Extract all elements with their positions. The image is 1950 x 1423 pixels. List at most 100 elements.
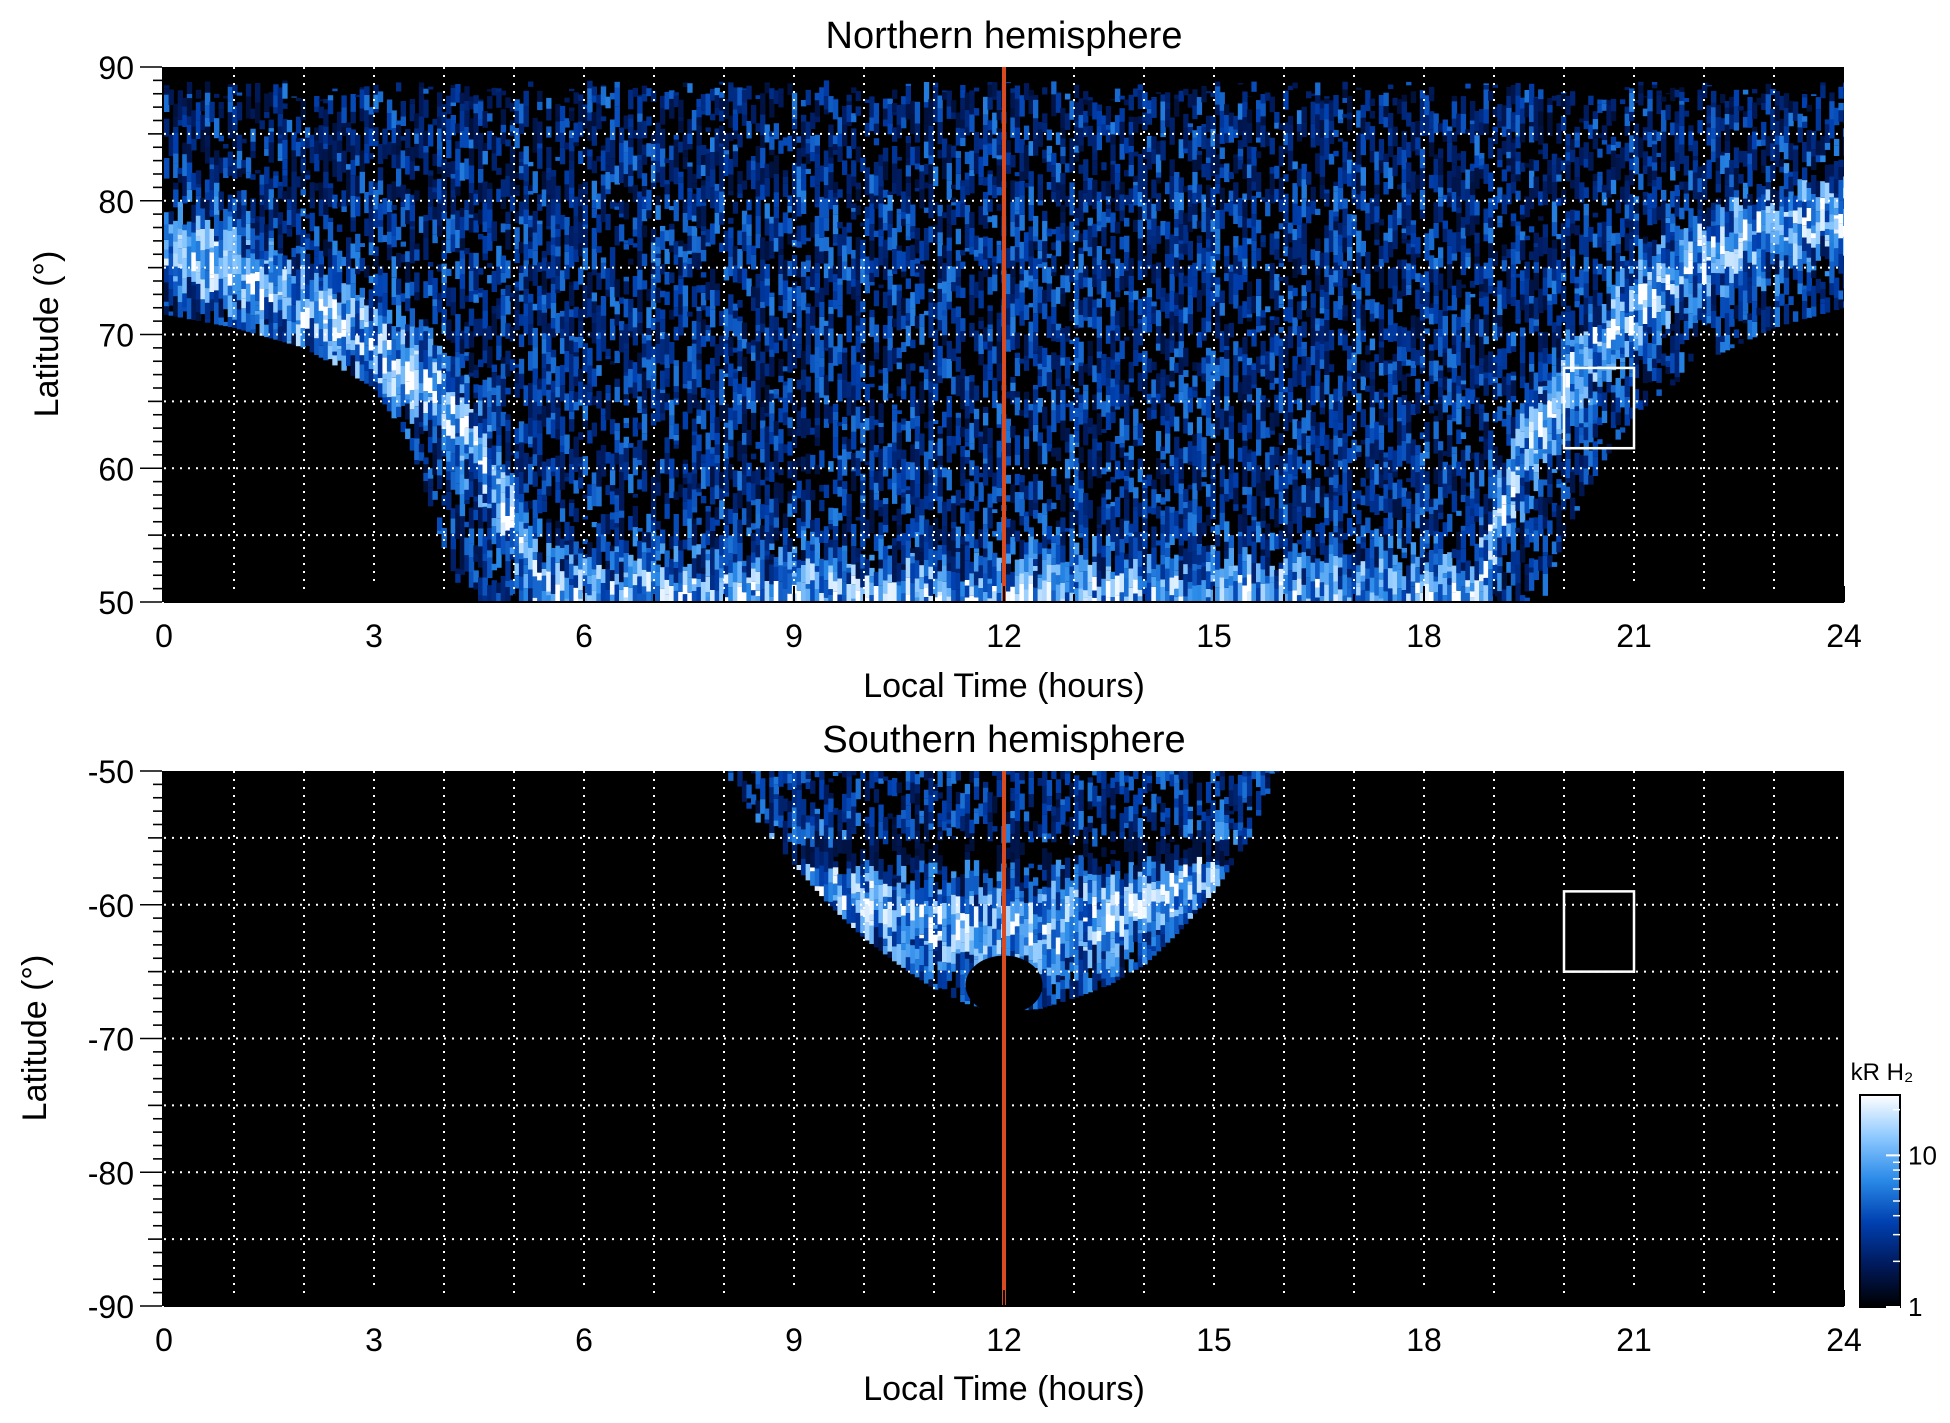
emission-cell: [751, 297, 757, 311]
emission-cell: [769, 543, 775, 550]
emission-cell: [323, 143, 329, 150]
emission-cell: [300, 264, 306, 277]
emission-cell: [528, 351, 534, 371]
emission-cell: [983, 458, 989, 464]
emission-cell: [600, 200, 607, 223]
emission-cell: [587, 298, 593, 318]
emission-cell: [837, 256, 843, 268]
emission-cell: [696, 409, 702, 416]
emission-cell: [737, 366, 743, 371]
emission-cell: [386, 200, 393, 212]
emission-cell: [318, 106, 324, 119]
emission-cell: [559, 328, 566, 338]
emission-cell: [164, 282, 170, 302]
emission-cell: [655, 464, 661, 483]
emission-cell: [514, 172, 520, 179]
emission-cell: [487, 407, 493, 425]
emission-cell: [1128, 568, 1134, 588]
emission-cell: [1083, 423, 1089, 446]
emission-cell: [327, 217, 334, 222]
emission-cell: [637, 576, 643, 594]
emission-cell: [1124, 291, 1130, 295]
emission-cell: [846, 451, 852, 460]
emission-cell: [186, 81, 193, 94]
emission-cell: [350, 94, 356, 112]
emission-cell: [455, 357, 461, 377]
emission-cell: [591, 160, 597, 174]
emission-cell: [569, 226, 575, 246]
emission-cell: [714, 87, 720, 96]
emission-cell: [455, 336, 461, 352]
emission-cell: [660, 413, 666, 421]
emission-cell: [382, 357, 388, 374]
emission-cell: [855, 310, 861, 316]
emission-cell: [855, 361, 861, 384]
emission-cell: [832, 144, 839, 150]
emission-cell: [427, 420, 434, 437]
emission-cell: [382, 397, 388, 405]
emission-cell: [896, 472, 902, 489]
emission-cell: [250, 128, 256, 142]
emission-cell: [719, 568, 725, 578]
emission-cell: [427, 468, 434, 479]
emission-cell: [810, 175, 816, 188]
emission-cell: [286, 119, 293, 133]
emission-cell: [737, 248, 743, 269]
emission-cell: [1114, 595, 1121, 602]
emission-cell: [801, 190, 807, 203]
emission-cell: [414, 389, 420, 407]
emission-cell: [1124, 270, 1130, 288]
emission-cell: [1019, 258, 1025, 275]
emission-cell: [614, 226, 620, 246]
emission-cell: [732, 144, 739, 152]
emission-cell: [732, 391, 739, 411]
emission-cell: [896, 432, 902, 450]
emission-cell: [682, 566, 689, 571]
emission-cell: [1133, 328, 1139, 350]
emission-cell: [1069, 199, 1075, 216]
emission-cell: [482, 181, 488, 203]
emission-cell: [1069, 251, 1075, 268]
emission-cell: [910, 114, 916, 135]
emission-cell: [241, 138, 247, 144]
emission-cell: [1033, 236, 1039, 242]
emission-cell: [769, 584, 775, 597]
emission-cell: [737, 268, 743, 284]
emission-cell: [1028, 341, 1034, 359]
emission-cell: [973, 539, 980, 549]
emission-cell: [323, 323, 329, 329]
emission-cell: [518, 543, 525, 554]
emission-cell: [855, 450, 861, 459]
emission-cell: [946, 396, 952, 418]
emission-cell: [669, 424, 675, 440]
emission-cell: [450, 115, 456, 121]
emission-cell: [386, 231, 393, 245]
emission-cell: [1101, 124, 1107, 136]
emission-cell: [1060, 562, 1066, 583]
emission-cell: [960, 180, 966, 187]
emission-cell: [455, 404, 461, 419]
emission-cell: [505, 419, 511, 432]
emission-cell: [600, 145, 607, 151]
emission-cell: [186, 298, 193, 320]
emission-cell: [1051, 535, 1057, 543]
emission-cell: [860, 239, 866, 245]
emission-cell: [764, 384, 770, 396]
emission-cell: [473, 402, 479, 413]
emission-cell: [286, 199, 293, 210]
emission-cell: [632, 505, 638, 528]
emission-cell: [741, 376, 748, 397]
emission-cell: [318, 182, 324, 200]
emission-cell: [1033, 99, 1039, 119]
emission-cell: [450, 438, 456, 454]
emission-cell: [1055, 484, 1062, 500]
emission-cell: [473, 318, 479, 337]
emission-cell: [500, 411, 507, 427]
emission-cell: [700, 94, 707, 111]
emission-cell: [468, 507, 475, 529]
emission-cell: [969, 481, 975, 501]
emission-cell: [801, 276, 807, 293]
emission-cell: [614, 546, 620, 553]
emission-cell: [619, 321, 625, 331]
emission-cell: [828, 572, 834, 590]
